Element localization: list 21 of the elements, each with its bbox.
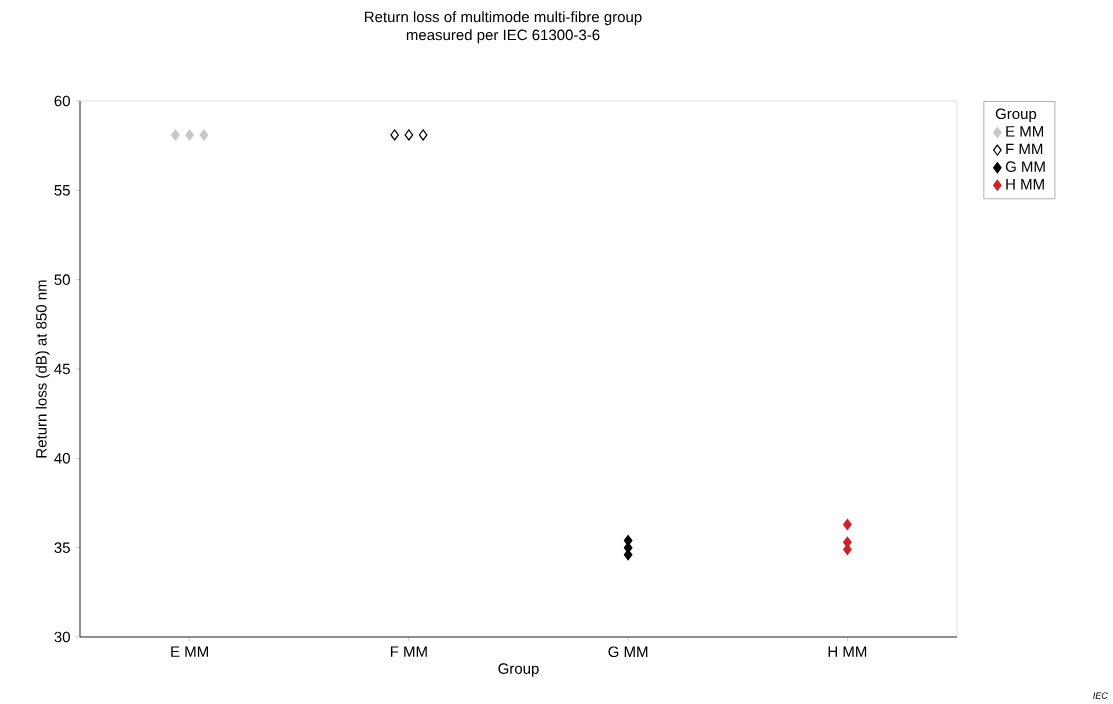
legend-label: G MM (1005, 161, 1045, 172)
y-tick-label: 35 (54, 542, 70, 553)
y-tick-label: 60 (54, 95, 70, 107)
chart-subtitle: measured per IEC 61300-3-6 (406, 29, 600, 44)
x-tick-label: E MM (171, 646, 208, 657)
x-tick-label: H MM (828, 646, 867, 657)
y-tick-label: 30 (54, 631, 70, 643)
legend-label: H MM (1006, 179, 1044, 190)
y-axis-title: Return loss (dB) at 850 nm (35, 280, 50, 458)
x-tick-label: G MM (608, 646, 648, 658)
y-tick-label: 55 (54, 185, 70, 196)
legend-title: Group (995, 108, 1037, 123)
text: IEC (1093, 692, 1108, 699)
y-tick-label: 50 (54, 274, 70, 285)
x-tick-label: F MM (390, 646, 427, 657)
legend-label: E MM (1006, 126, 1044, 137)
legend-label: F MM (1006, 143, 1043, 155)
y-tick-label: 45 (54, 363, 70, 375)
y-tick-label: 40 (54, 453, 70, 464)
x-axis-title: Group (498, 663, 539, 677)
chart-title: Return loss of multimode multi-fibre group (365, 11, 642, 26)
